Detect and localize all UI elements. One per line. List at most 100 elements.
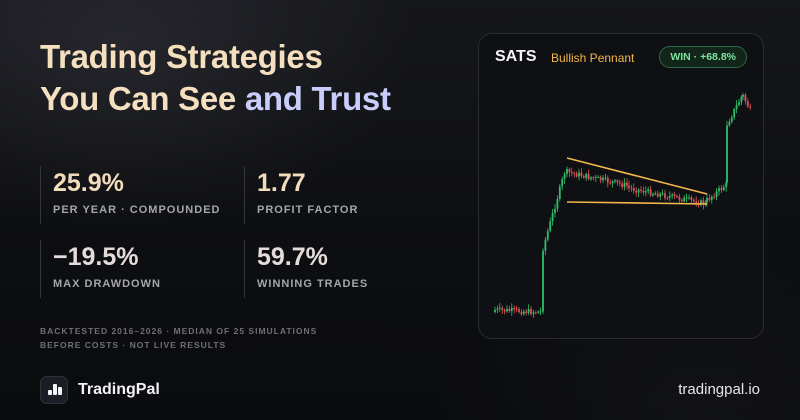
candle-body — [690, 197, 693, 200]
candle-body — [525, 311, 528, 313]
candle-body — [676, 195, 678, 197]
candle-body — [515, 308, 518, 310]
candle-body — [566, 169, 568, 174]
brand[interactable]: TradingPal — [40, 376, 160, 404]
candle-body — [630, 187, 633, 189]
candle-body — [738, 102, 740, 106]
chart-card: SATS Bullish Pennant WIN · +68.8% — [478, 33, 764, 339]
candle-body — [580, 172, 583, 177]
candle-body — [561, 179, 564, 187]
candle-body — [635, 190, 638, 193]
stat-value: 25.9% — [53, 169, 124, 197]
candle-body — [706, 197, 708, 203]
stat-label: PROFIT FACTOR — [257, 204, 359, 216]
candle-body — [501, 307, 504, 310]
candle-body — [683, 197, 686, 202]
candle-body — [614, 180, 616, 182]
candle-body — [628, 185, 630, 188]
candle-body — [568, 169, 571, 173]
candle-body — [623, 182, 626, 187]
candle-body — [575, 173, 578, 177]
candle-body — [599, 176, 602, 181]
candle-body — [530, 308, 532, 314]
candle-body — [678, 196, 681, 200]
candle-body — [590, 177, 592, 179]
candle-body — [733, 108, 736, 118]
candle-body — [713, 196, 716, 198]
candle-body — [496, 308, 499, 310]
candle-body — [708, 197, 711, 200]
candle-body — [604, 177, 607, 179]
candle-body — [671, 194, 674, 196]
headline-line-2-part-1: You Can See — [40, 80, 236, 117]
headline-line-2-part-2: and Trust — [244, 80, 391, 117]
candle-body — [498, 307, 501, 309]
candle-body — [542, 250, 544, 312]
candle-body — [527, 308, 530, 313]
candle-body — [742, 94, 744, 97]
candle-body — [726, 125, 728, 183]
site-link[interactable]: tradingpal.io — [678, 381, 760, 398]
candle-body — [685, 197, 688, 199]
candle-body — [537, 311, 540, 313]
candle-body — [544, 239, 547, 251]
candle-body — [546, 230, 549, 240]
candle-body — [649, 189, 652, 196]
candle-body — [666, 197, 669, 199]
stat-label: WINNING TRADES — [257, 278, 369, 290]
pennant-upper-trendline — [566, 157, 708, 195]
candle-body — [616, 180, 619, 183]
candlestick-chart — [494, 92, 752, 318]
candle-body — [606, 177, 609, 183]
candle-body — [722, 187, 725, 190]
candle-body — [582, 176, 585, 178]
candle-body — [680, 199, 683, 202]
candle-body — [715, 191, 718, 198]
stat-label: MAX DRAWDOWN — [53, 278, 161, 290]
candle-body — [644, 191, 647, 193]
stat-value: 1.77 — [257, 169, 306, 197]
candle-body — [621, 183, 624, 187]
candle-body — [749, 106, 752, 108]
candle-body — [597, 176, 600, 178]
candle-body — [520, 312, 523, 315]
candle-body — [570, 172, 573, 174]
candle-body — [688, 197, 690, 199]
stat-max-drawdown: −19.5% MAX DRAWDOWN — [40, 240, 240, 298]
candle-body — [558, 186, 561, 200]
stat-value: −19.5% — [53, 243, 139, 271]
headline: Trading Strategies You Can See and Trust — [40, 36, 391, 120]
stat-label: PER YEAR · COMPOUNDED — [53, 204, 221, 216]
candle-body — [695, 201, 698, 205]
pennant-lower-trendline — [566, 201, 708, 205]
candle-body — [503, 309, 506, 312]
candle-body — [720, 188, 723, 190]
candle-body — [539, 311, 542, 313]
candle-body — [673, 194, 676, 196]
candle-body — [508, 308, 511, 311]
candle-body — [632, 187, 635, 191]
candle-body — [735, 105, 738, 109]
candle-body — [556, 199, 559, 209]
candle-body — [506, 308, 508, 312]
disclaimer-line-1: BACKTESTED 2016–2026 · MEDIAN OF 25 SIMU… — [40, 326, 318, 336]
candle-body — [522, 311, 525, 315]
candle-body — [725, 182, 728, 188]
candle-body — [642, 190, 645, 193]
candle-body — [640, 189, 642, 191]
candle-body — [549, 221, 552, 231]
tradingpal-logo-icon — [40, 376, 68, 404]
ticker-symbol: SATS — [495, 48, 537, 65]
candle-body — [718, 188, 720, 192]
candle-body — [744, 94, 747, 102]
candle-body — [746, 101, 749, 107]
pattern-name: Bullish Pennant — [551, 51, 635, 65]
candle-body — [700, 200, 702, 205]
candle-body — [578, 172, 580, 177]
candle-body — [594, 176, 597, 178]
disclaimer: BACKTESTED 2016–2026 · MEDIAN OF 25 SIMU… — [40, 324, 317, 352]
candle-body — [573, 172, 576, 174]
result-badge: WIN · +68.8% — [659, 46, 747, 68]
disclaimer-line-2: BEFORE COSTS · NOT LIVE RESULTS — [40, 340, 227, 350]
candle-body — [513, 308, 516, 310]
